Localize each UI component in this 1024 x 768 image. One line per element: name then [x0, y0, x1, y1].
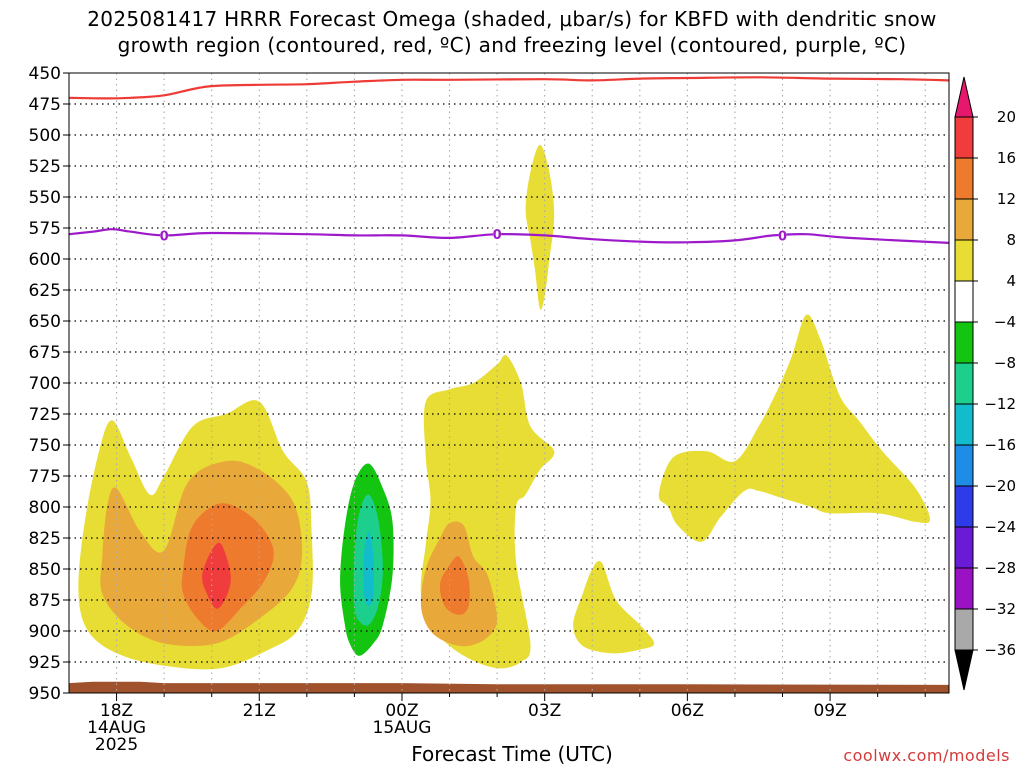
y-tick-label: 850	[29, 560, 61, 580]
y-axis: 450 475 500 525 550 575 600 625 650 675 700 725 750 7…	[29, 64, 69, 704]
x-tick-label: 03Z	[528, 701, 561, 721]
colorbar: 20 16 12 8 4 −4 −8 −12 −16 −20 −24 −28 −32 −36	[954, 76, 1016, 691]
colorbar-label: −28	[984, 559, 1016, 577]
chart-title: 2025081417 HRRR Forecast Omega (shaded, …	[0, 6, 1024, 58]
y-tick-label: 600	[29, 250, 61, 270]
omega-region-3	[202, 542, 231, 609]
omega-region-12	[658, 314, 930, 542]
colorbar-box	[954, 321, 974, 364]
x-tick-label: 18Z	[100, 701, 133, 721]
title-line-2: growth region (contoured, red, ºC) and f…	[117, 33, 907, 57]
colorbar-label: −20	[984, 477, 1016, 495]
omega-region-10	[525, 144, 555, 310]
y-tick-label: 650	[29, 312, 61, 332]
colorbar-box	[954, 608, 974, 651]
credit-link[interactable]: coolwx.com/models	[843, 746, 1010, 765]
colorbar-box	[954, 157, 974, 200]
y-tick-label: 900	[29, 622, 61, 642]
colorbar-label: 8	[1006, 231, 1016, 249]
colorbar-box	[954, 239, 974, 282]
contour-label: 0	[493, 228, 502, 243]
colorbar-label: −12	[984, 395, 1016, 413]
terrain-fill	[69, 681, 949, 693]
y-tick-label: 775	[29, 467, 61, 487]
x-tick-label: 09Z	[813, 701, 846, 721]
y-tick-label: 750	[29, 436, 61, 456]
colorbar-bottom-arrow	[954, 649, 974, 691]
colorbar-label: 16	[997, 149, 1016, 167]
colorbar-box	[954, 280, 974, 323]
colorbar-label: 4	[1006, 272, 1016, 290]
y-tick-label: 800	[29, 498, 61, 518]
colorbar-label: −36	[984, 641, 1016, 659]
colorbar-box	[954, 444, 974, 487]
contour-label-bg	[778, 228, 787, 243]
colorbar-label: 20	[997, 108, 1016, 126]
terrain-area	[69, 681, 949, 693]
colorbar-box	[954, 567, 974, 610]
y-tick-label: 825	[29, 529, 61, 549]
omega-region-6	[363, 531, 374, 607]
x-axis-label: Forecast Time (UTC)	[411, 742, 613, 766]
x-tick-label: 06Z	[671, 701, 704, 721]
x-tick-label: 15AUG	[373, 718, 432, 738]
colorbar-label: 12	[997, 190, 1016, 208]
y-tick-label: 450	[29, 64, 61, 84]
x-tick-label: 21Z	[243, 701, 276, 721]
y-tick-label: 525	[29, 157, 61, 177]
contour-lines: 0 0 0	[69, 76, 949, 244]
omega-region-11	[573, 560, 655, 654]
y-tick-label: 725	[29, 405, 61, 425]
colorbar-box	[954, 362, 974, 405]
y-tick-label: 575	[29, 219, 61, 239]
contour-0	[69, 76, 949, 100]
gridlines	[69, 73, 949, 693]
omega-region-9	[439, 556, 470, 615]
y-tick-label: 475	[29, 95, 61, 115]
colorbar-box	[954, 116, 974, 159]
y-tick-label: 625	[29, 281, 61, 301]
colorbar-box	[954, 403, 974, 446]
colorbar-box	[954, 526, 974, 569]
omega-shaded-regions	[78, 144, 930, 670]
contour-1	[69, 228, 949, 244]
colorbar-top-arrow	[954, 76, 974, 118]
colorbar-label: −4	[994, 313, 1016, 331]
y-tick-label: 550	[29, 188, 61, 208]
colorbar-box	[954, 485, 974, 528]
title-line-1: 2025081417 HRRR Forecast Omega (shaded, …	[87, 7, 937, 31]
contour-label: 0	[160, 229, 169, 244]
colorbar-label: −32	[984, 600, 1016, 618]
y-tick-label: 700	[29, 374, 61, 394]
colorbar-label: −24	[984, 518, 1016, 536]
x-tick-label: 2025	[95, 735, 138, 755]
contour-label-bg	[493, 227, 502, 242]
contour-label: 0	[778, 229, 787, 244]
y-tick-label: 950	[29, 684, 61, 704]
y-tick-label: 500	[29, 126, 61, 146]
y-tick-label: 925	[29, 653, 61, 673]
colorbar-box	[954, 198, 974, 241]
colorbar-label: −16	[984, 436, 1016, 454]
x-tick-label: 14AUG	[87, 718, 146, 738]
y-tick-label: 675	[29, 343, 61, 363]
colorbar-label: −8	[994, 354, 1016, 372]
y-tick-label: 875	[29, 591, 61, 611]
x-tick-label: 00Z	[385, 701, 418, 721]
contour-label-bg	[160, 228, 169, 243]
